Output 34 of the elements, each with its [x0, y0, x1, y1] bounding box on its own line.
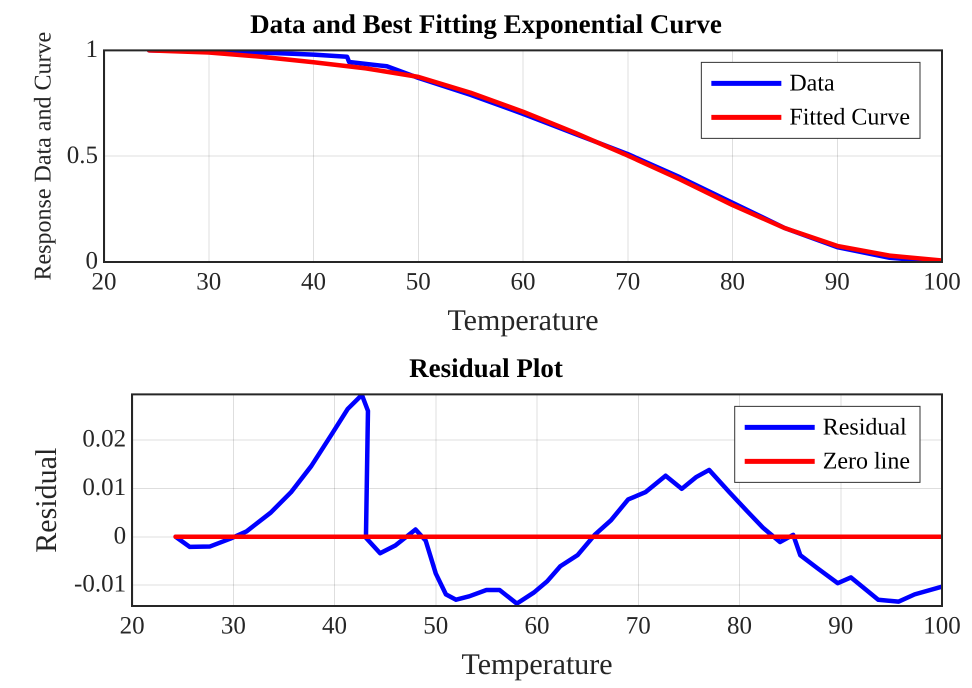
x-tick-label: 30 [196, 268, 222, 296]
y-tick-label: 0.01 [82, 474, 126, 501]
chart-title: Residual Plot [409, 353, 563, 384]
x-axis-title: Temperature [447, 304, 599, 337]
y-axis-title: Residual [30, 448, 63, 553]
y-tick-label: -0.01 [74, 570, 126, 598]
x-tick-label: 50 [406, 268, 431, 296]
x-tick-label: 90 [828, 612, 854, 640]
x-tick-label: 80 [727, 612, 752, 640]
x-tick-label: 70 [615, 268, 640, 296]
legend-label: Residual [822, 414, 908, 441]
legend-label: Fitted Curve [789, 104, 910, 131]
x-tick-label: 20 [120, 612, 145, 640]
x-tick-label: 100 [923, 612, 961, 640]
y-tick-label: 1 [86, 36, 98, 63]
x-axis-title: Temperature [461, 648, 613, 681]
y-tick-label: 0 [114, 522, 126, 550]
chart-title: Data and Best Fitting Exponential Curve [250, 9, 722, 40]
x-tick-label: 50 [423, 612, 448, 640]
x-tick-label: 90 [824, 268, 850, 296]
legend-label: Data [789, 70, 835, 97]
x-tick-label: 40 [301, 268, 326, 296]
x-tick-label: 80 [720, 268, 746, 296]
x-tick-label: 100 [923, 268, 961, 296]
y-tick-label: 0.02 [82, 425, 126, 452]
x-tick-label: 30 [220, 612, 246, 640]
x-tick-label: 40 [322, 612, 348, 640]
x-tick-label: 20 [92, 268, 117, 296]
y-tick-label: 0.5 [66, 142, 98, 169]
legend-label: Zero line [822, 448, 910, 475]
x-tick-label: 60 [510, 268, 536, 296]
x-tick-label: 70 [626, 612, 651, 640]
x-tick-label: 60 [524, 612, 550, 640]
y-axis-title: Response Data and Curve [30, 32, 57, 281]
